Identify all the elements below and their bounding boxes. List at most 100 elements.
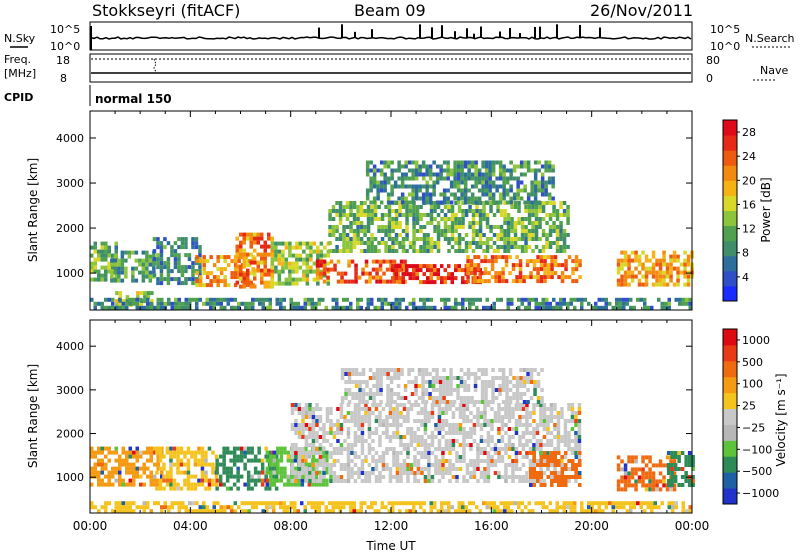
data-cell (373, 509, 377, 514)
data-cell (398, 264, 402, 269)
data-cell (367, 475, 372, 479)
data-cell (578, 483, 582, 487)
data-cell (574, 447, 578, 451)
data-cell (367, 427, 372, 431)
data-cell (426, 297, 430, 302)
data-cell (461, 209, 465, 213)
data-cell (423, 423, 428, 427)
data-cell (506, 297, 510, 302)
data-cell (544, 184, 548, 189)
data-cell (497, 431, 501, 435)
data-cell (402, 467, 407, 471)
freq-label: Freq. (4, 53, 31, 66)
data-cell (641, 250, 645, 255)
data-cell (429, 249, 434, 253)
data-cell (539, 467, 543, 471)
data-cell (500, 407, 505, 411)
data-cell (486, 463, 491, 467)
data-cell (466, 275, 470, 280)
data-cell (93, 305, 97, 310)
data-cell (457, 205, 462, 209)
data-cell (429, 505, 433, 510)
data-cell (478, 272, 482, 277)
data-cell (665, 266, 670, 271)
data-cell (469, 411, 473, 415)
data-cell (276, 450, 280, 455)
data-cell (545, 221, 549, 225)
data-cell (639, 501, 643, 506)
data-cell (541, 217, 546, 221)
data-cell (388, 435, 393, 439)
data-cell (218, 474, 223, 479)
data-cell (244, 259, 248, 264)
data-cell (517, 305, 521, 310)
data-cell (488, 160, 492, 165)
data-cell (367, 431, 372, 435)
data-cell (641, 282, 645, 287)
data-cell (354, 279, 358, 284)
data-cell (539, 275, 544, 280)
data-cell (386, 396, 390, 400)
data-cell (322, 259, 327, 264)
data-cell (664, 301, 668, 306)
data-cell (374, 419, 379, 423)
data-cell (476, 407, 480, 411)
data-cell (534, 229, 539, 233)
data-cell (445, 400, 450, 404)
data-cell (686, 254, 691, 259)
data-cell (176, 482, 180, 487)
data-cell (223, 505, 227, 510)
data-cell (163, 301, 167, 306)
data-cell (142, 501, 146, 506)
data-cell (441, 447, 445, 451)
data-cell (338, 205, 343, 209)
data-cell (570, 419, 575, 423)
data-cell (276, 470, 280, 475)
data-cell (623, 471, 628, 476)
data-cell (562, 509, 566, 514)
data-cell (496, 225, 500, 229)
data-cell (211, 482, 215, 487)
data-cell (375, 380, 380, 384)
data-cell (271, 466, 275, 471)
data-cell (534, 233, 539, 237)
data-cell (639, 505, 643, 510)
data-cell (375, 372, 380, 376)
data-cell (100, 277, 104, 282)
data-cell (169, 454, 173, 459)
data-cell (680, 467, 685, 471)
data-cell (510, 229, 514, 233)
data-cell (427, 455, 431, 459)
data-cell (195, 255, 199, 260)
data-cell (395, 431, 400, 435)
data-cell (274, 241, 278, 246)
data-cell (107, 253, 111, 258)
data-cell (395, 435, 400, 439)
colorbar-swatch (723, 210, 737, 227)
data-cell (291, 277, 296, 282)
data-cell (497, 407, 501, 411)
data-cell (385, 259, 390, 264)
data-cell (391, 249, 395, 253)
data-cell (169, 466, 173, 471)
data-cell (502, 176, 506, 181)
data-cell (367, 447, 372, 451)
data-cell (489, 209, 493, 213)
data-cell (480, 380, 485, 384)
data-cell (507, 443, 512, 447)
data-cell (385, 451, 389, 455)
data-cell (578, 471, 582, 475)
data-cell (225, 450, 230, 455)
data-cell (532, 443, 536, 447)
data-cell (658, 479, 663, 484)
data-cell (662, 258, 666, 263)
data-cell (158, 466, 163, 471)
data-cell (525, 451, 529, 455)
data-cell (620, 250, 624, 255)
data-cell (359, 505, 363, 510)
data-cell (331, 209, 336, 213)
data-cell (526, 196, 531, 201)
data-cell (458, 459, 463, 463)
data-cell (478, 509, 482, 514)
data-cell (104, 466, 108, 471)
